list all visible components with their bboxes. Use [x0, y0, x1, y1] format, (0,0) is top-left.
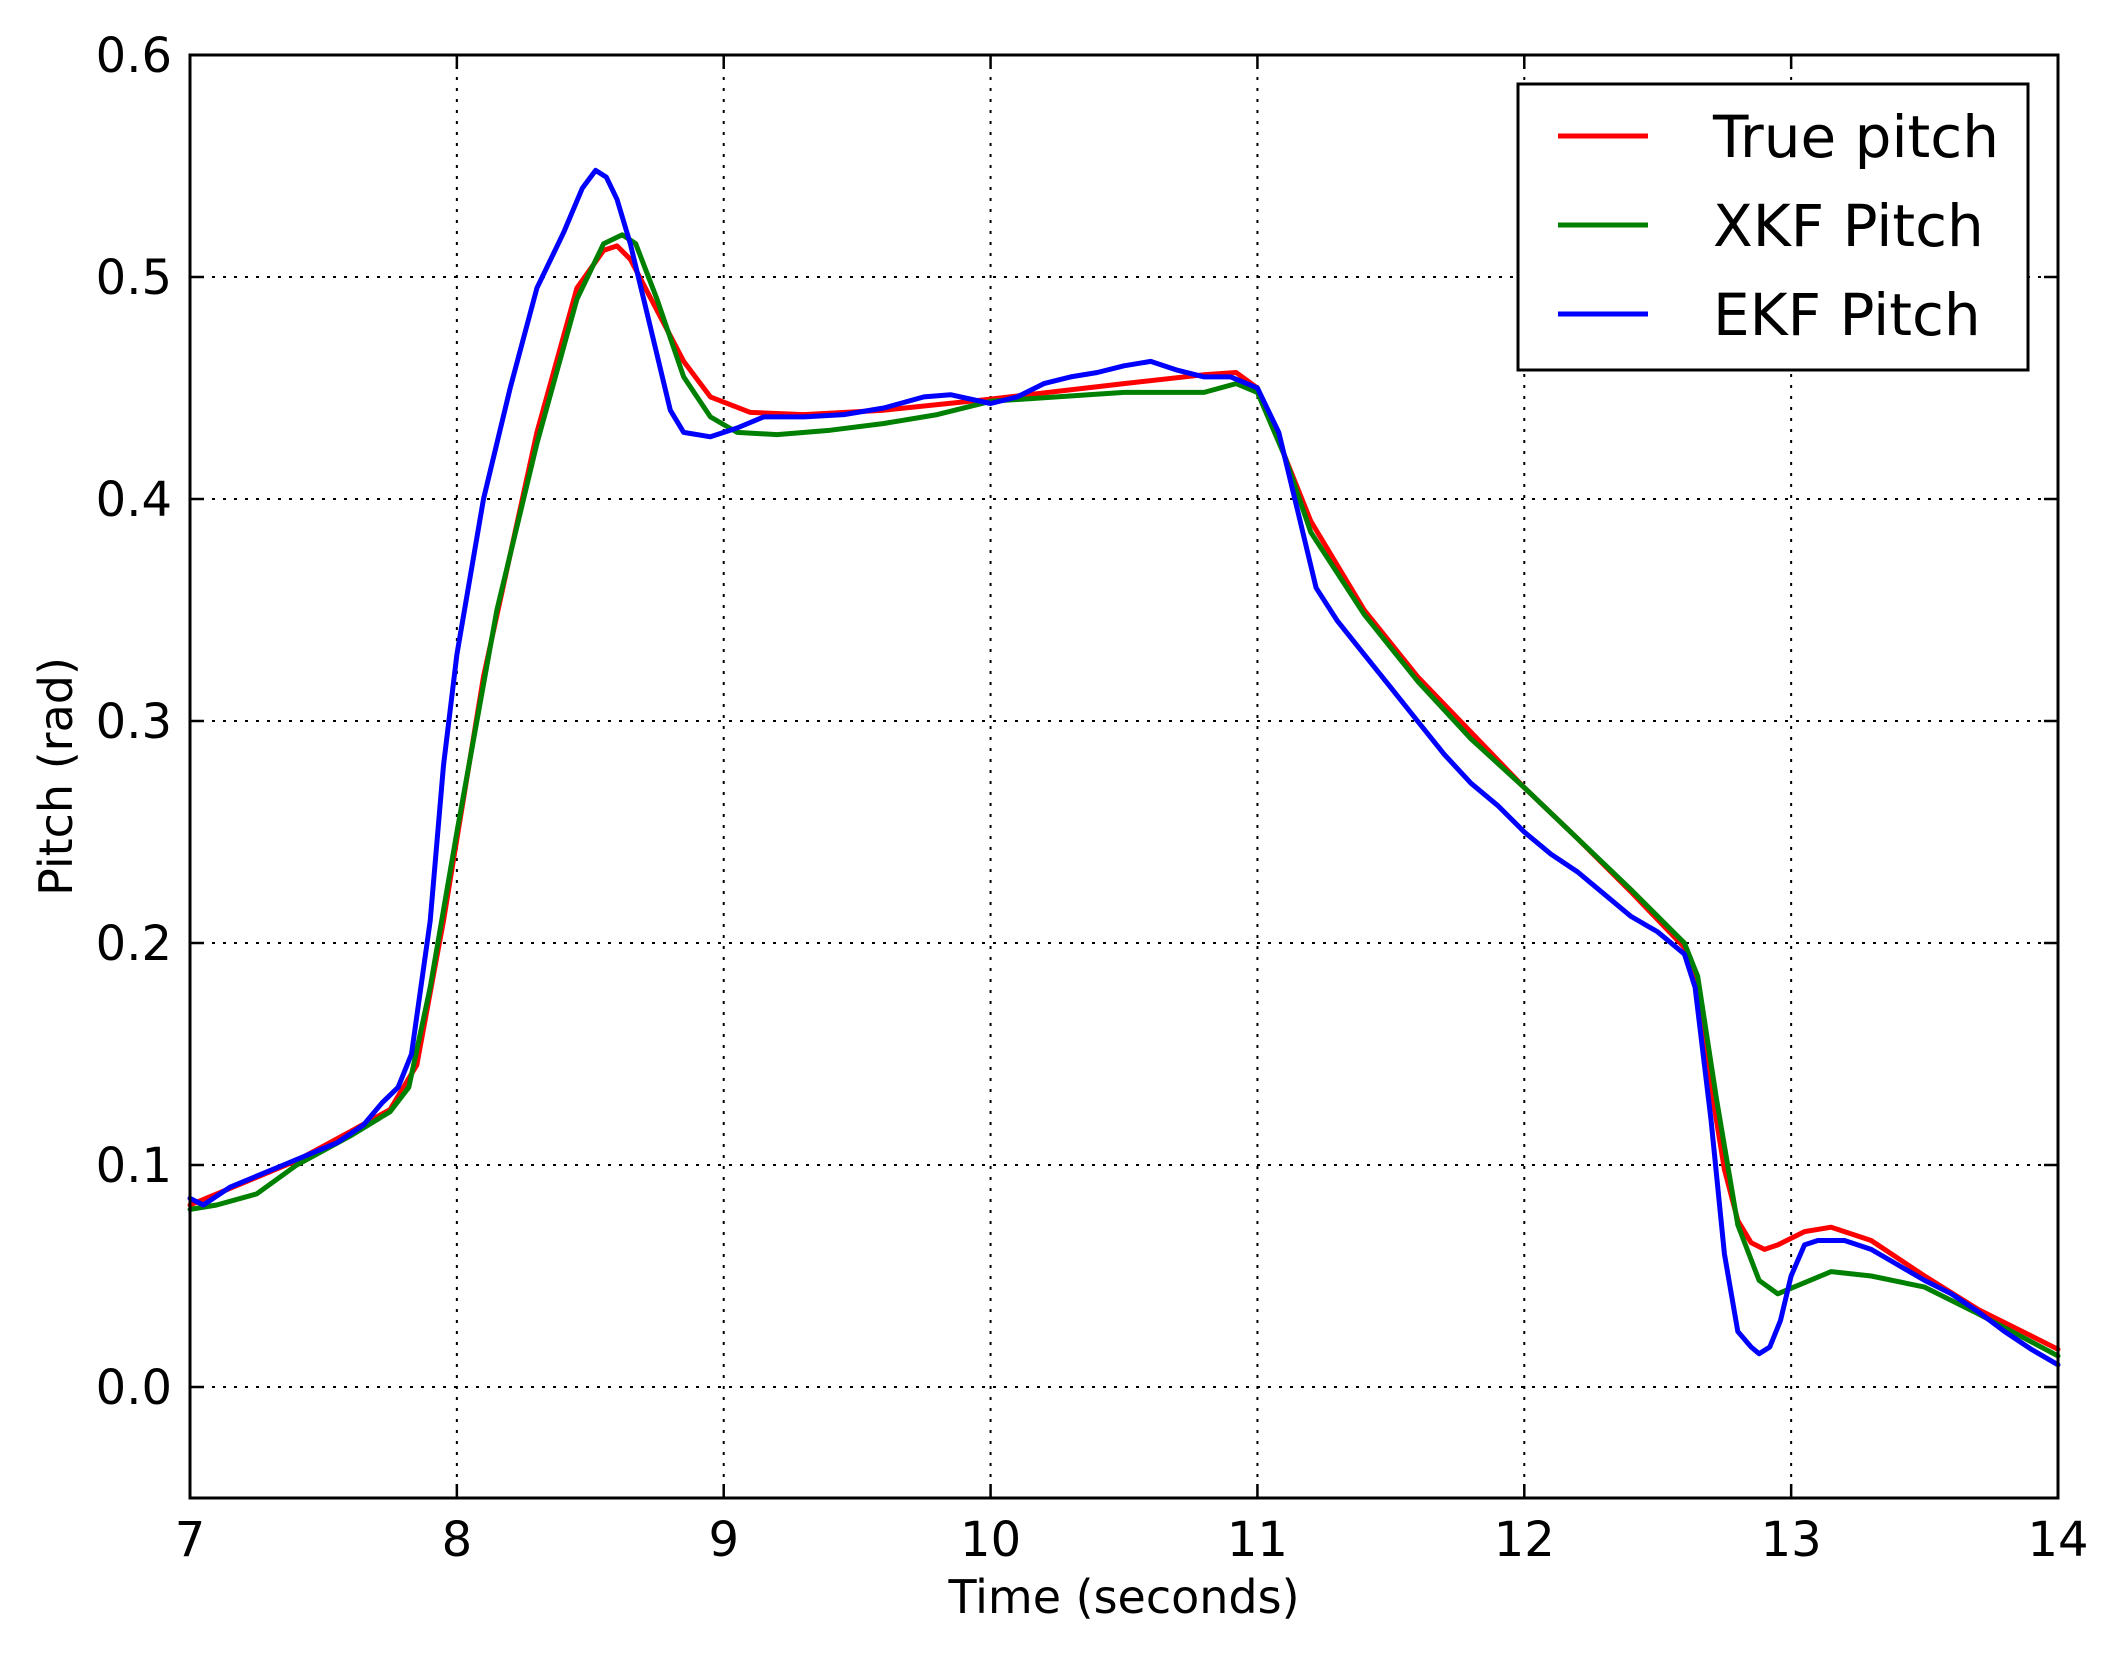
series-group: [187, 167, 2061, 1368]
x-tick-label: 13: [1761, 1512, 1822, 1568]
legend-label-1: True pitch: [1712, 103, 1999, 171]
y-tick-label: 0.0: [96, 1360, 172, 1416]
legend: True pitch XKF Pitch EKF Pitch: [1516, 82, 2030, 372]
plot-area-frame: [188, 53, 2060, 1500]
y-axis-label: Pitch (rad): [29, 657, 83, 896]
x-tick-label: 9: [708, 1512, 739, 1568]
x-tick-label: 7: [175, 1512, 206, 1568]
x-axis-label: Time (seconds): [947, 1570, 1299, 1624]
tick-labels-group: 7 8 9 10 11 12 13 14 0.0 0.1 0.2 0.3 0.4 0.5 0.6: [96, 28, 2089, 1568]
series-line-2: [187, 232, 2061, 1359]
y-tick-label: 0.1: [96, 1138, 172, 1194]
y-tick-label: 0.3: [96, 694, 172, 750]
legend-label-2: XKF Pitch: [1713, 192, 1984, 260]
y-tick-label: 0.4: [96, 472, 172, 528]
y-tick-label: 0.5: [96, 250, 172, 306]
x-tick-label: 12: [1494, 1512, 1555, 1568]
ticks-group: [188, 53, 2060, 1498]
y-tick-label: 0.2: [96, 916, 172, 972]
x-tick-label: 14: [2027, 1512, 2088, 1568]
x-tick-label: 8: [442, 1512, 473, 1568]
series-line-3: [187, 167, 2061, 1368]
y-tick-label: 0.6: [96, 28, 172, 84]
x-tick-label: 11: [1227, 1512, 1288, 1568]
x-tick-label: 10: [960, 1512, 1021, 1568]
legend-label-3: EKF Pitch: [1713, 281, 1981, 349]
